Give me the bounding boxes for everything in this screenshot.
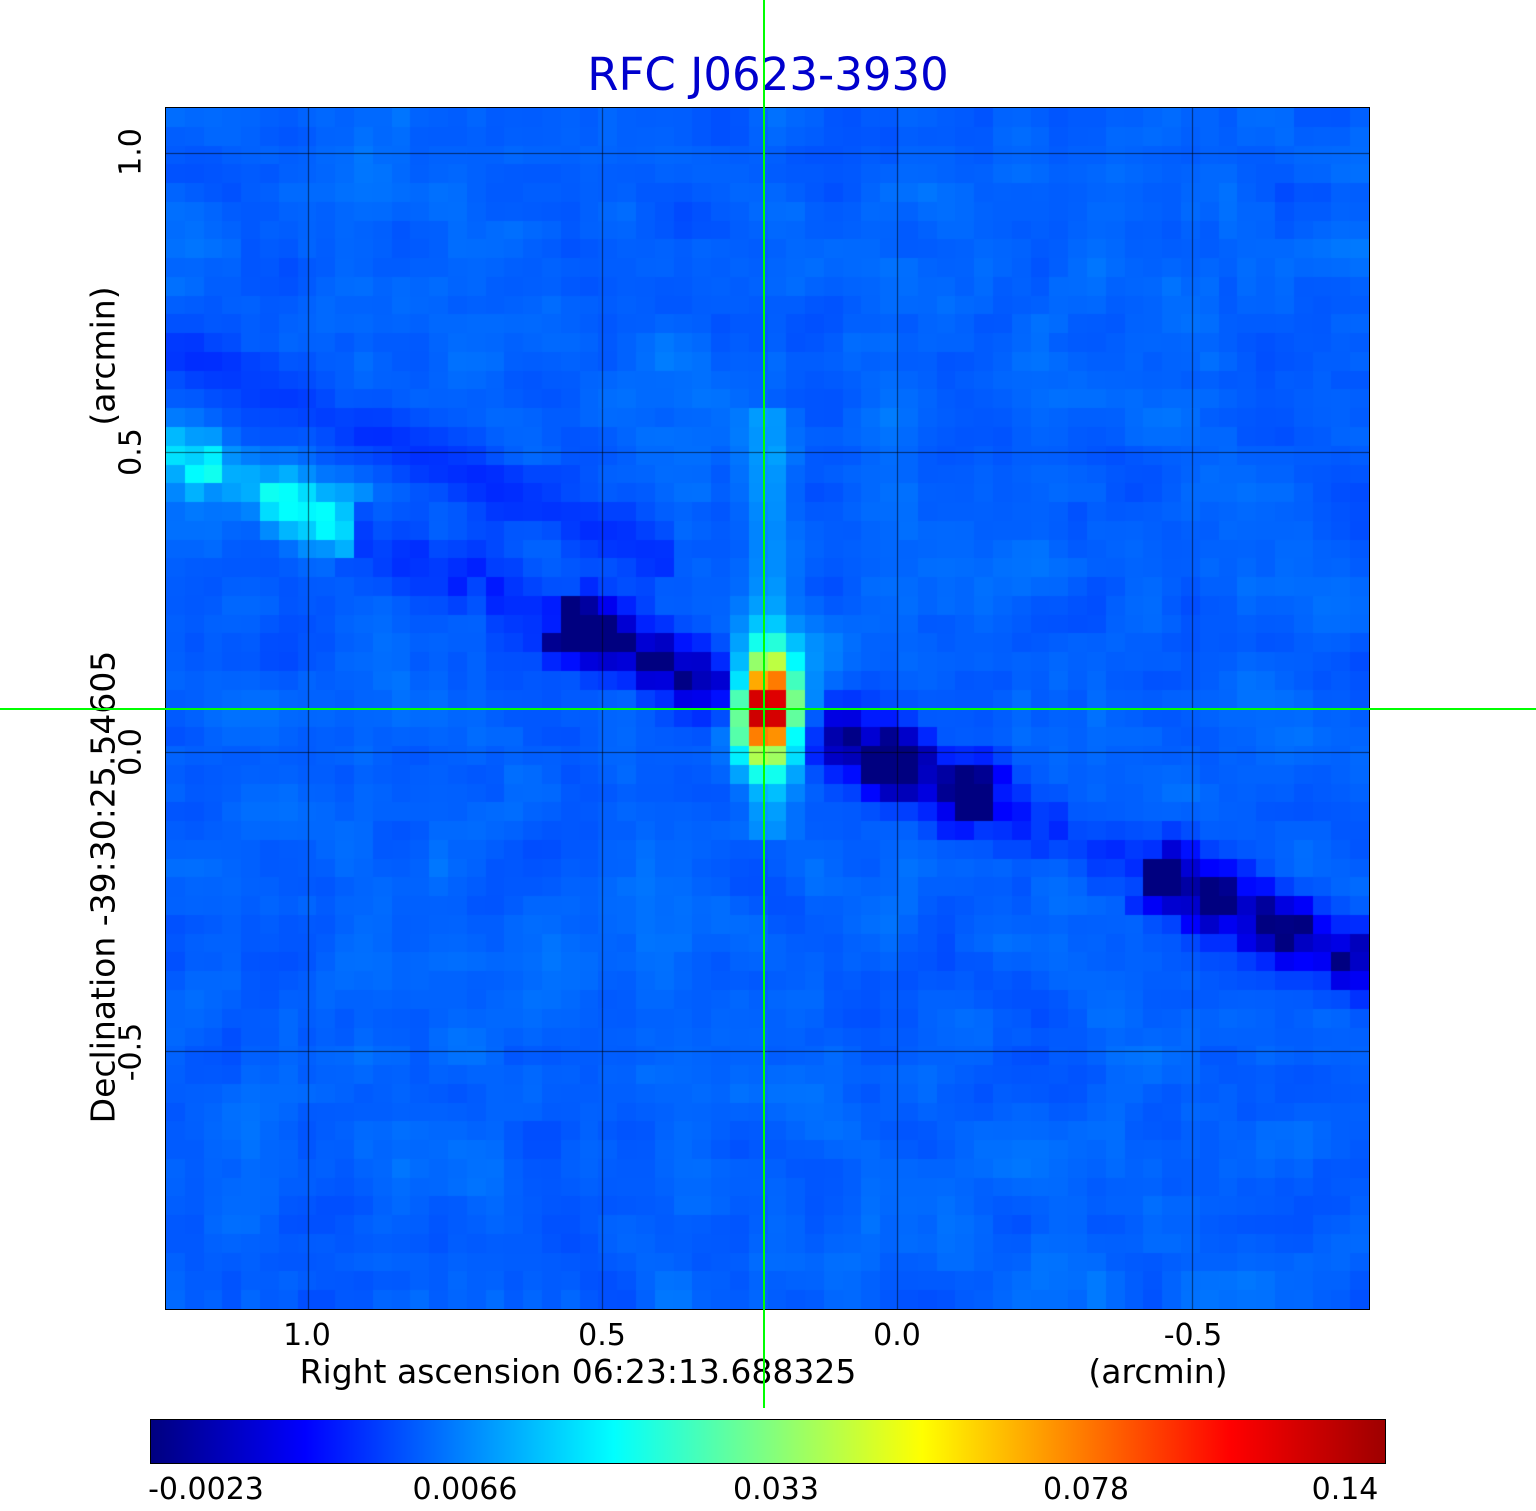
crosshair-vertical-line: [763, 0, 765, 1408]
y-axis-label: Declination -39:30:25.54605: [83, 650, 123, 1124]
colorbar-tick-label: -0.0023: [148, 1472, 264, 1507]
colorbar-tick-label: 0.14: [1311, 1472, 1379, 1507]
y-axis-unit-label: (arcmin): [83, 286, 123, 426]
x-tick-label: 0.0: [873, 1318, 921, 1353]
page-title: RFC J0623-3930: [587, 48, 949, 101]
x-axis-label: Right ascension 06:23:13.688325: [299, 1352, 857, 1391]
y-tick-label: 1.0: [113, 128, 149, 176]
x-axis-unit-label: (arcmin): [1088, 1352, 1228, 1391]
x-tick-label: 1.0: [283, 1318, 331, 1353]
y-tick-label: 0.5: [113, 428, 149, 476]
colorbar-gradient: [150, 1419, 1386, 1464]
x-tick-label: 0.5: [578, 1318, 626, 1353]
crosshair-horizontal-line: [0, 708, 1536, 710]
x-tick-label: -0.5: [1163, 1318, 1223, 1353]
colorbar-tick-label: 0.078: [1043, 1472, 1129, 1507]
colorbar-tick-label: 0.0066: [412, 1472, 518, 1507]
colorbar-tick-label: 0.033: [733, 1472, 819, 1507]
